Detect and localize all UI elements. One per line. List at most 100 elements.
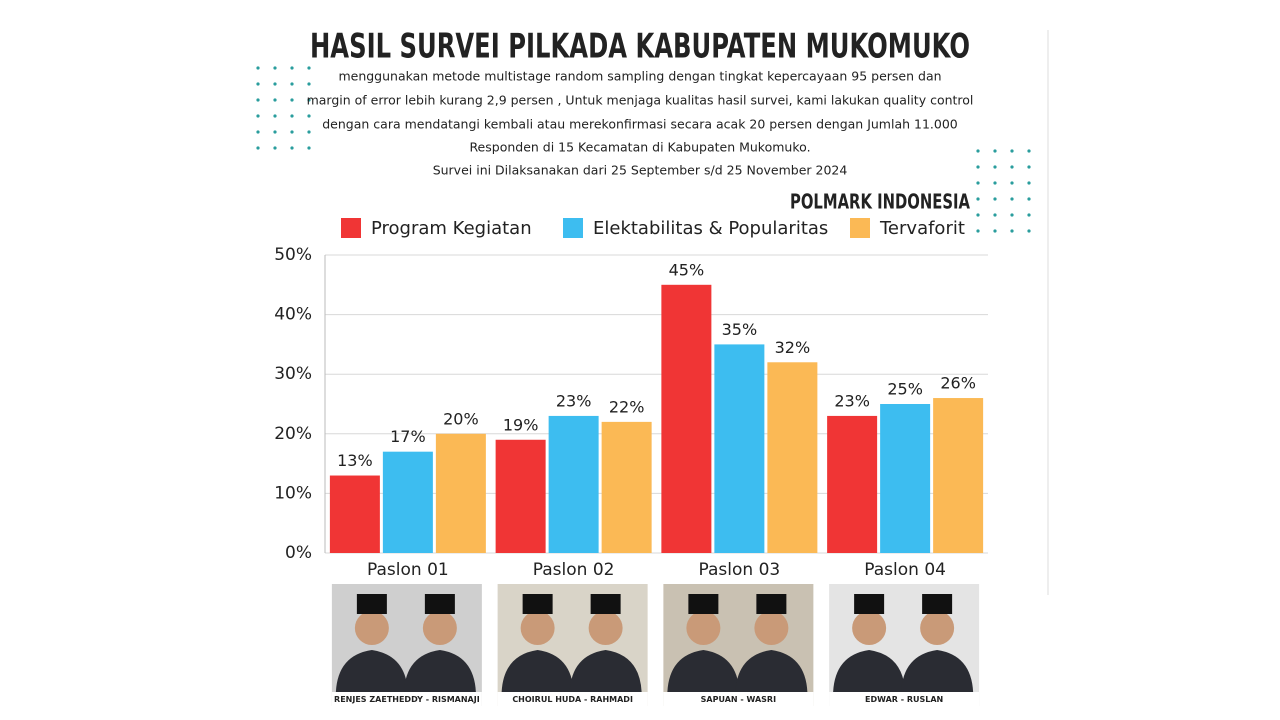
- dot: [1010, 181, 1014, 185]
- dot: [976, 181, 980, 185]
- source: POLMARK INDONESIA: [790, 190, 970, 214]
- person-head: [422, 611, 457, 645]
- caption-strip: [663, 692, 814, 706]
- bar: [329, 475, 380, 553]
- dot: [976, 165, 980, 169]
- photo-caption: SAPUAN - WASRI: [701, 695, 776, 704]
- person-body: [833, 650, 906, 692]
- subtitle-line: margin of error lebih kurang 2,9 persen …: [307, 93, 974, 108]
- dot: [993, 197, 997, 201]
- caption-strip: [331, 692, 482, 706]
- bar: [827, 415, 878, 553]
- person-cap: [356, 594, 387, 614]
- legend-label: Elektabilitas & Popularitas: [593, 218, 828, 239]
- dot: [307, 82, 311, 86]
- x-tick-label: Paslon 02: [533, 560, 615, 580]
- person-body: [403, 650, 476, 692]
- person-cap: [854, 594, 885, 614]
- dot: [976, 149, 980, 153]
- dot: [256, 82, 260, 86]
- person-head: [520, 611, 555, 645]
- value-label: 25%: [887, 380, 923, 399]
- dot: [273, 82, 277, 86]
- y-tick-label: 30%: [274, 364, 312, 384]
- legend-swatch: [563, 218, 583, 238]
- y-tick-label: 0%: [285, 543, 312, 563]
- dot: [290, 82, 294, 86]
- dot: [256, 98, 260, 102]
- dot: [307, 130, 311, 134]
- bar: [495, 439, 546, 553]
- x-tick-label: Paslon 03: [699, 560, 781, 580]
- dot: [307, 114, 311, 118]
- person-cap: [590, 594, 621, 614]
- value-label: 13%: [337, 451, 373, 470]
- bar: [933, 398, 984, 553]
- dot: [976, 229, 980, 233]
- subtitle-line: dengan cara mendatangi kembali atau mere…: [322, 117, 958, 132]
- x-tick-label: Paslon 04: [864, 560, 946, 580]
- dot: [1027, 229, 1031, 233]
- y-tick-label: 40%: [274, 305, 312, 325]
- person-cap: [922, 594, 953, 614]
- person-body: [335, 650, 408, 692]
- photo-caption: RENJES ZAETHEDDY - RISMANAJI: [334, 695, 480, 704]
- person-head: [920, 611, 955, 645]
- candidate-photo: CHOIRUL HUDA - RAHMADI: [497, 584, 648, 706]
- dot: [256, 146, 260, 150]
- dot: [1010, 165, 1014, 169]
- person-body: [569, 650, 642, 692]
- value-label: 23%: [834, 391, 870, 410]
- caption-strip: [829, 692, 980, 706]
- dot: [273, 98, 277, 102]
- dot: [1010, 149, 1014, 153]
- dot: [256, 114, 260, 118]
- person-head: [754, 611, 789, 645]
- y-tick-label: 20%: [274, 424, 312, 444]
- value-label: 26%: [940, 374, 976, 393]
- caption-strip: [497, 692, 648, 706]
- decoration-dots: [256, 66, 1031, 233]
- dot: [1027, 213, 1031, 217]
- legend-label: Program Kegiatan: [371, 218, 532, 239]
- photo-caption: CHOIRUL HUDA - RAHMADI: [512, 695, 633, 704]
- dot: [256, 130, 260, 134]
- dot: [1027, 149, 1031, 153]
- dot: [307, 66, 311, 70]
- dot: [976, 213, 980, 217]
- legend-swatch: [341, 218, 361, 238]
- dot: [273, 130, 277, 134]
- subtitle-line: Survei ini Dilaksanakan dari 25 Septembe…: [433, 163, 848, 178]
- person-body: [735, 650, 808, 692]
- photo-caption: EDWAR - RUSLAN: [865, 695, 943, 704]
- value-label: 32%: [775, 338, 811, 357]
- value-label: 22%: [609, 397, 645, 416]
- chart-title: HASIL SURVEI PILKADA KABUPATEN MUKOMUKO: [310, 27, 970, 67]
- person-body: [501, 650, 574, 692]
- candidate-photo: SAPUAN - WASRI: [663, 584, 814, 706]
- dot: [290, 98, 294, 102]
- person-body: [901, 650, 974, 692]
- value-label: 20%: [443, 409, 479, 428]
- value-label: 23%: [556, 391, 592, 410]
- dot: [273, 66, 277, 70]
- dot: [290, 130, 294, 134]
- bar: [880, 404, 931, 553]
- candidate-photo: RENJES ZAETHEDDY - RISMANAJI: [331, 584, 482, 706]
- dot: [290, 146, 294, 150]
- x-tick-label: Paslon 01: [367, 560, 449, 580]
- person-head: [354, 611, 389, 645]
- dot: [307, 98, 311, 102]
- bar: [714, 344, 765, 553]
- value-label: 17%: [390, 427, 426, 446]
- candidate-photo: EDWAR - RUSLAN: [829, 584, 980, 706]
- dot: [290, 114, 294, 118]
- dot: [1027, 165, 1031, 169]
- person-cap: [522, 594, 553, 614]
- subtitle-line: Responden di 15 Kecamatan di Kabupaten M…: [469, 140, 810, 155]
- y-tick-label: 10%: [274, 483, 312, 503]
- dot: [273, 146, 277, 150]
- person-head: [686, 611, 721, 645]
- dot: [307, 146, 311, 150]
- bar: [548, 415, 599, 553]
